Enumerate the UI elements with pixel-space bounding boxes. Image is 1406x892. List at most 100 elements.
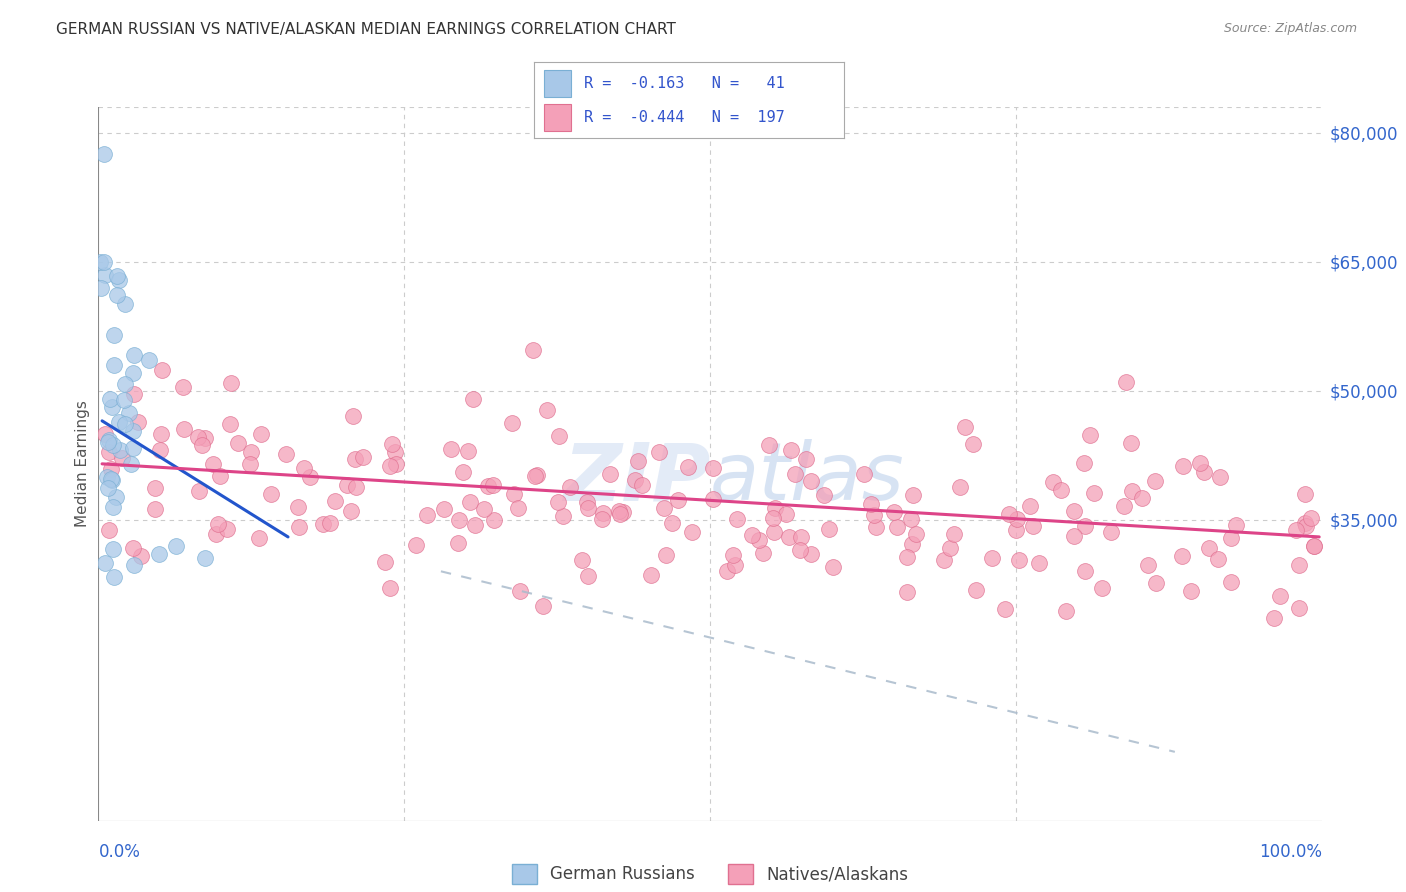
Point	[112, 393, 135, 408]
Point	[1288, 558, 1310, 572]
Text: Source: ZipAtlas.com: Source: ZipAtlas.com	[1223, 22, 1357, 36]
Point	[219, 417, 242, 431]
Point	[789, 542, 811, 557]
Point	[531, 599, 554, 613]
Point	[932, 553, 955, 567]
Point	[576, 569, 599, 583]
Point	[1144, 576, 1167, 591]
Point	[758, 437, 780, 451]
Point	[103, 570, 125, 584]
Text: GERMAN RUSSIAN VS NATIVE/ALASKAN MEDIAN EARNINGS CORRELATION CHART: GERMAN RUSSIAN VS NATIVE/ALASKAN MEDIAN …	[56, 22, 676, 37]
Point	[114, 377, 136, 392]
Point	[458, 495, 481, 509]
Point	[1295, 519, 1317, 533]
Point	[100, 462, 122, 476]
Point	[122, 367, 145, 381]
Point	[942, 526, 965, 541]
Point	[172, 380, 194, 394]
Point	[702, 491, 724, 506]
Point	[1099, 524, 1122, 539]
Point	[1220, 575, 1243, 590]
Point	[938, 541, 960, 555]
Point	[1054, 604, 1077, 618]
Point	[553, 508, 575, 523]
Point	[790, 531, 813, 545]
Point	[93, 147, 115, 161]
Point	[274, 447, 297, 461]
Point	[1188, 456, 1211, 470]
Point	[1299, 511, 1322, 525]
Point	[903, 488, 925, 502]
Point	[652, 500, 675, 515]
Point	[508, 501, 530, 516]
Point	[1121, 436, 1143, 450]
Point	[547, 495, 569, 509]
Point	[1302, 539, 1324, 553]
Bar	[544, 104, 571, 130]
Point	[340, 504, 363, 518]
Point	[949, 480, 972, 494]
Point	[165, 539, 187, 553]
Point	[97, 481, 120, 495]
Point	[97, 434, 120, 449]
Point	[794, 452, 817, 467]
Point	[143, 501, 166, 516]
Point	[775, 507, 797, 521]
Point	[503, 487, 526, 501]
Point	[800, 474, 823, 488]
Point	[627, 453, 650, 467]
Point	[1078, 427, 1101, 442]
Point	[607, 504, 630, 518]
Point	[143, 481, 166, 495]
Point	[103, 438, 125, 452]
Point	[150, 363, 173, 377]
Point	[818, 522, 841, 536]
Point	[609, 507, 631, 521]
Point	[219, 376, 242, 391]
Point	[405, 538, 427, 552]
Point	[138, 352, 160, 367]
Point	[1121, 483, 1143, 498]
Point	[1198, 541, 1220, 555]
Point	[1008, 553, 1031, 567]
Point	[318, 516, 340, 531]
Point	[1284, 524, 1306, 538]
Text: 100.0%: 100.0%	[1258, 843, 1322, 861]
Point	[509, 583, 531, 598]
Point	[560, 479, 582, 493]
Point	[762, 510, 785, 524]
Point	[1288, 600, 1310, 615]
Point	[1115, 375, 1137, 389]
Point	[103, 542, 125, 557]
Point	[800, 547, 823, 561]
Point	[612, 505, 634, 519]
Point	[853, 467, 876, 482]
Point	[1063, 529, 1085, 543]
Point	[765, 501, 787, 516]
Point	[630, 477, 652, 491]
Point	[108, 415, 131, 429]
Point	[1130, 491, 1153, 506]
Point	[98, 523, 121, 537]
Point	[860, 497, 883, 511]
Point	[648, 445, 671, 459]
Point	[724, 558, 747, 572]
Point	[202, 457, 225, 471]
Point	[997, 507, 1019, 521]
Point	[1303, 539, 1326, 553]
Point	[591, 512, 613, 526]
Point	[93, 254, 115, 268]
Point	[1144, 474, 1167, 488]
Point	[1294, 487, 1316, 501]
Point	[457, 444, 479, 458]
Point	[148, 547, 170, 561]
Point	[1005, 512, 1028, 526]
Point	[571, 553, 593, 567]
Point	[896, 585, 918, 599]
Point	[666, 493, 689, 508]
Point	[336, 478, 359, 492]
Point	[472, 502, 495, 516]
Point	[103, 500, 125, 514]
Text: R =  -0.444   N =  197: R = -0.444 N = 197	[583, 110, 785, 125]
Point	[352, 450, 374, 464]
